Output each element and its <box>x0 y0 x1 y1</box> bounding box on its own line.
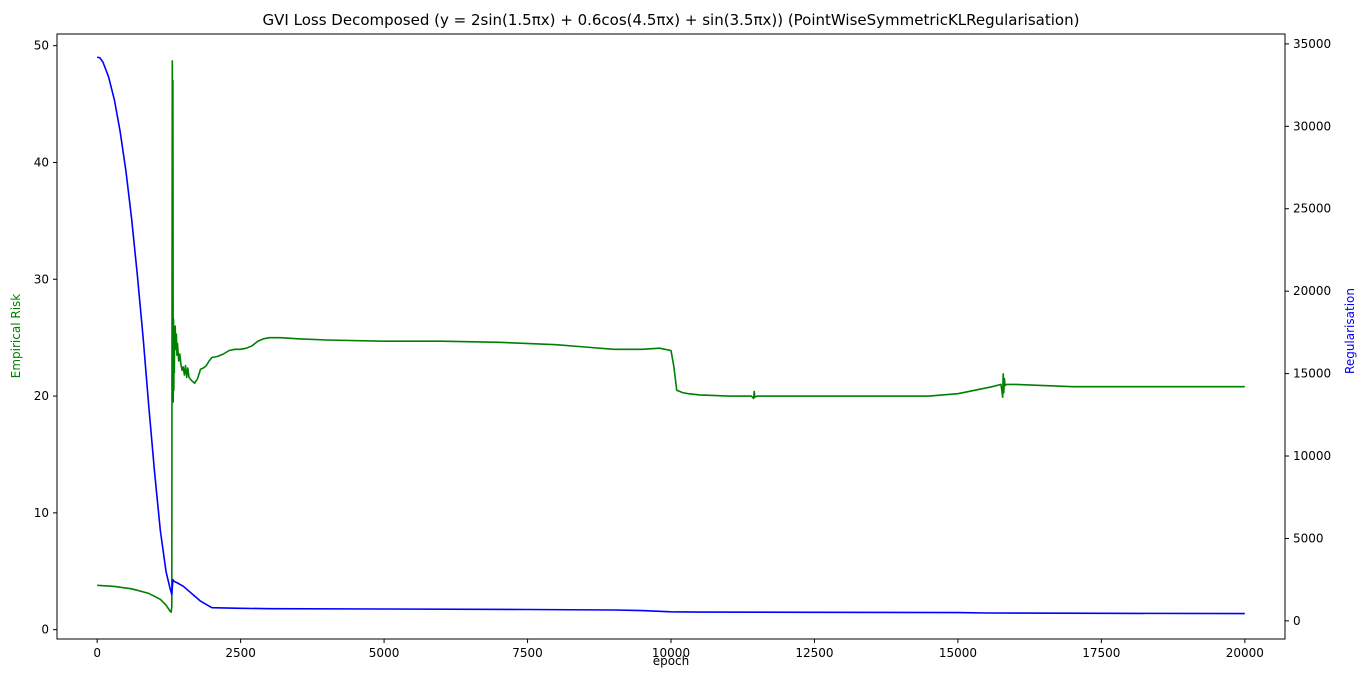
y-axis-left-label: Empirical Risk <box>9 294 23 379</box>
y-right-tick-label: 30000 <box>1293 119 1331 133</box>
x-tick-label: 5000 <box>369 646 400 660</box>
y-left-tick-label: 40 <box>34 155 49 169</box>
y-left-tick-label: 20 <box>34 389 49 403</box>
y-right-tick-label: 25000 <box>1293 202 1331 216</box>
y-right-tick-label: 15000 <box>1293 367 1331 381</box>
y-left-tick-label: 30 <box>34 272 49 286</box>
x-tick-label: 12500 <box>795 646 833 660</box>
x-axis-label: epoch <box>653 654 690 668</box>
x-tick-label: 17500 <box>1082 646 1120 660</box>
y-axis-right-label: Regularisation <box>1343 288 1357 374</box>
x-axis: 0 2500 5000 7500 10000 12500 15000 17500 20000 <box>93 639 1264 660</box>
y-right-tick-label: 35000 <box>1293 37 1331 51</box>
y-left-tick-label: 50 <box>34 39 49 53</box>
y-right-tick-label: 0 <box>1293 614 1301 628</box>
y-axis-right: 0 5000 10000 15000 20000 25000 30000 35000 <box>1285 37 1331 628</box>
chart-title: GVI Loss Decomposed (y = 2sin(1.5πx) + 0… <box>263 11 1080 29</box>
regularisation-series-line <box>96 56 1245 615</box>
y-left-tick-label: 10 <box>34 506 49 520</box>
x-tick-label: 20000 <box>1226 646 1264 660</box>
x-tick-label: 7500 <box>512 646 543 660</box>
y-right-tick-label: 20000 <box>1293 284 1331 298</box>
series-layer <box>96 56 1245 615</box>
x-tick-label: 2500 <box>225 646 256 660</box>
y-right-tick-label: 10000 <box>1293 449 1331 463</box>
x-tick-label: 0 <box>93 646 101 660</box>
x-tick-label: 10000 <box>652 646 690 660</box>
x-tick-label: 15000 <box>939 646 977 660</box>
y-right-tick-label: 5000 <box>1293 531 1324 545</box>
y-left-tick-label: 0 <box>41 623 49 637</box>
y-axis-left: 0 10 20 30 40 50 <box>34 39 57 637</box>
empirical-risk-series-line <box>97 60 1245 613</box>
